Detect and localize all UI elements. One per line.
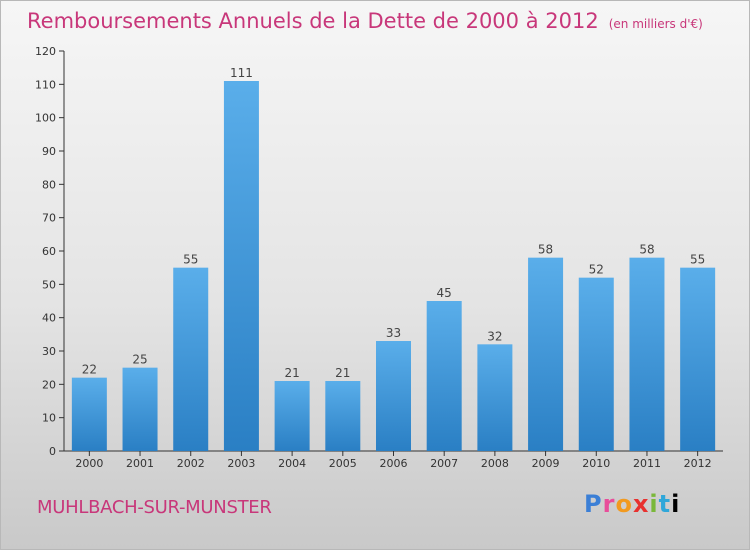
x-tick-label: 2007 (430, 457, 458, 470)
logo-letter: o (615, 490, 633, 518)
y-tick-label: 80 (42, 178, 56, 191)
axes: 0 10 20 30 40 50 60 70 80 90 100 110 120 2000 2001 2002… (35, 45, 723, 470)
y-tick-label: 110 (35, 78, 56, 91)
y-tick-label: 100 (35, 112, 56, 125)
y-tick-label: 50 (42, 278, 56, 291)
y-tick-label: 120 (35, 45, 56, 58)
bar (223, 81, 259, 451)
data-label: 33 (386, 326, 401, 340)
bar (426, 301, 462, 451)
proxiti-logo: Proxiti (584, 490, 680, 518)
x-tick-label: 2012 (684, 457, 712, 470)
data-label: 21 (335, 366, 350, 380)
data-label: 22 (82, 363, 97, 377)
chart-unit: (en milliers d'€) (608, 17, 703, 31)
bar (629, 257, 665, 451)
y-tick-label: 10 (42, 412, 56, 425)
bar (477, 344, 513, 451)
x-tick-label: 2004 (278, 457, 306, 470)
y-tick-label: 60 (42, 245, 56, 258)
y-tick-label: 40 (42, 312, 56, 325)
data-label: 111 (230, 66, 253, 80)
y-tick-label: 0 (49, 445, 56, 458)
data-label: 21 (284, 366, 299, 380)
x-tick-label: 2008 (481, 457, 509, 470)
data-label: 58 (639, 243, 654, 257)
logo-letter: x (632, 490, 650, 518)
x-tick-label: 2003 (227, 457, 255, 470)
data-label: 52 (589, 263, 604, 277)
commune-name: MUHLBACH-SUR-MUNSTER (37, 497, 272, 518)
bar (71, 377, 107, 451)
y-tick-label: 70 (42, 212, 56, 225)
logo-letter: i (649, 490, 659, 518)
x-tick-label: 2010 (582, 457, 610, 470)
logo-letter: t (658, 490, 672, 518)
data-label: 45 (437, 286, 452, 300)
chart-title-text: Remboursements Annuels de la Dette de 20… (27, 9, 599, 33)
y-tick-label: 30 (42, 345, 56, 358)
x-tick-label: 2001 (126, 457, 154, 470)
logo-letter: r (602, 490, 616, 518)
logo-letter: i (671, 490, 681, 518)
value-labels: 22 25 55 111 21 21 33 45 32 58 52 58 55 (82, 66, 706, 380)
chart-title: Remboursements Annuels de la Dette de 20… (27, 9, 703, 33)
x-tick-label: 2009 (532, 457, 560, 470)
data-label: 25 (132, 353, 147, 367)
bars (71, 81, 716, 451)
bar (578, 277, 614, 451)
bar (325, 381, 361, 451)
data-label: 55 (183, 253, 198, 267)
bar (376, 341, 411, 451)
bar (680, 267, 716, 451)
data-label: 55 (690, 253, 705, 267)
y-tick-label: 90 (42, 145, 56, 158)
bar (122, 367, 158, 451)
bar (528, 257, 564, 451)
x-tick-label: 2002 (177, 457, 205, 470)
y-tick-label: 20 (42, 378, 56, 391)
data-label: 32 (487, 329, 502, 343)
logo-letter: P (584, 490, 603, 518)
x-tick-label: 2005 (329, 457, 357, 470)
bar (274, 381, 310, 451)
x-tick-label: 2000 (75, 457, 103, 470)
bar (173, 267, 209, 451)
data-label: 58 (538, 243, 553, 257)
x-tick-label: 2006 (380, 457, 408, 470)
x-tick-label: 2011 (633, 457, 661, 470)
